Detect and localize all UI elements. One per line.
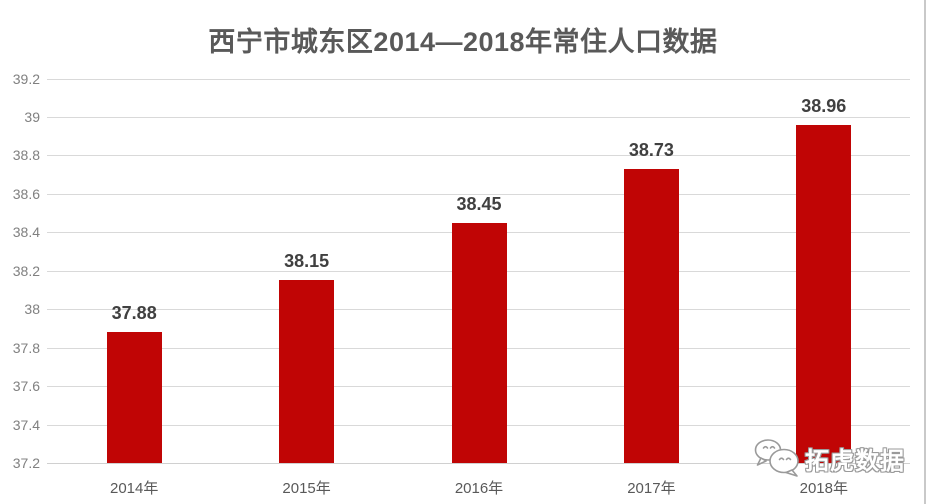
watermark: 拓虎数据: [753, 434, 928, 482]
bar-value-label: 38.15: [284, 251, 330, 272]
bar-value-label: 38.96: [801, 95, 847, 116]
y-axis-tick-label: 37.2: [12, 455, 40, 471]
y-axis-tick-label: 39.2: [12, 70, 40, 87]
page-right-border: [924, 0, 926, 504]
x-axis-line: [47, 463, 910, 464]
y-axis-tick-label: 38.8: [12, 147, 40, 164]
y-axis-tick-label: 37.8: [12, 339, 40, 356]
chat-bubbles-logo-icon: [754, 439, 799, 477]
x-axis-category-label: 2017年: [627, 480, 676, 497]
bar-value-label: 38.73: [628, 139, 674, 160]
bar: [796, 124, 852, 463]
y-axis-tick-label: 38.4: [12, 224, 40, 241]
gridline: [47, 78, 910, 80]
y-axis-tick-label: 38.2: [12, 262, 40, 279]
bar-value-label: 38.45: [456, 193, 502, 214]
x-axis-category-label: 2015年: [282, 480, 331, 497]
y-axis-tick-label: 37.4: [12, 416, 40, 433]
chart-title: 西宁市城东区2014—2018年常住人口数据: [208, 27, 718, 57]
bar: [623, 168, 679, 463]
bar-value-label: 37.88: [111, 303, 157, 324]
gridline: [47, 116, 910, 118]
bar: [279, 280, 335, 463]
x-axis-category-label: 2014年: [110, 480, 159, 497]
gridline: [47, 155, 910, 157]
y-axis-tick-label: 39: [24, 108, 40, 125]
y-axis-tick-label: 38: [24, 301, 40, 318]
y-axis-tick-label: 38.6: [12, 185, 40, 202]
x-axis-category-label: 2016年: [454, 480, 504, 497]
bar: [106, 332, 162, 463]
bar: [451, 222, 507, 463]
x-axis-category-label: 2018年: [799, 480, 848, 497]
gridline: [47, 193, 910, 195]
watermark-text: 拓虎数据: [805, 447, 905, 475]
y-axis-tick-label: 37.6: [12, 378, 40, 395]
